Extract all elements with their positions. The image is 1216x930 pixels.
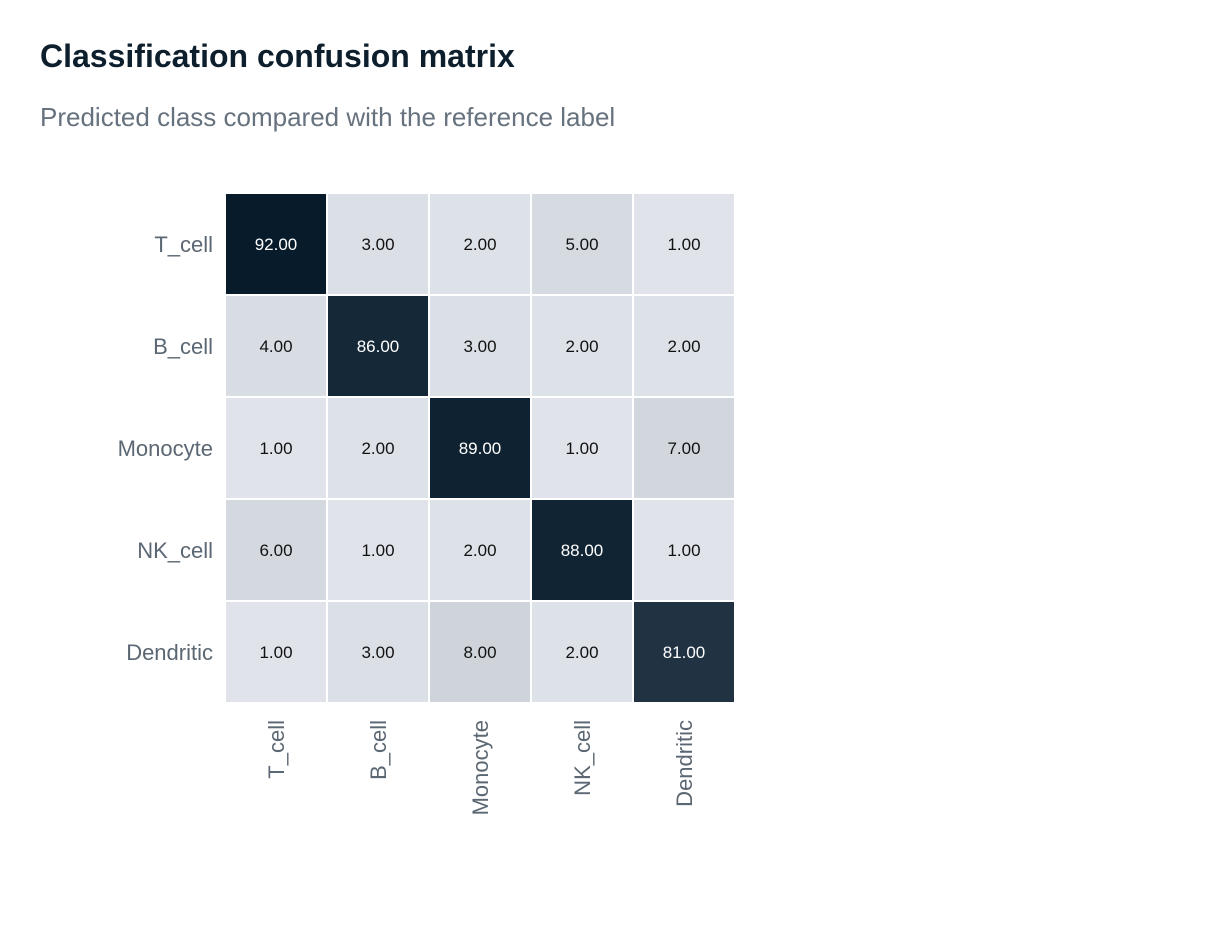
cell-value-label: 88.00: [561, 541, 604, 560]
cell-value-label: 7.00: [667, 439, 700, 458]
heatmap-cell: [532, 602, 632, 702]
cell-value-label: 8.00: [463, 643, 496, 662]
cell-value-label: 3.00: [361, 643, 394, 662]
column-tick-label: Dendritic: [672, 720, 697, 807]
heatmap-cell: [430, 194, 530, 294]
cell-value-label: 3.00: [361, 235, 394, 254]
cell-value-label: 2.00: [463, 541, 496, 560]
row-tick-label: Monocyte: [118, 436, 213, 461]
heatmap-cell: [634, 398, 734, 498]
heatmap-cell: [430, 296, 530, 396]
cell-value-label: 92.00: [255, 235, 298, 254]
cell-value-label: 1.00: [361, 541, 394, 560]
cell-value-label: 2.00: [667, 337, 700, 356]
chart-subtitle: Predicted class compared with the refere…: [40, 102, 616, 132]
cell-value-label: 2.00: [463, 235, 496, 254]
heatmap-cell: [430, 500, 530, 600]
row-tick-label: T_cell: [154, 232, 213, 257]
chart-title: Classification confusion matrix: [40, 38, 515, 74]
heatmap-cell: [328, 500, 428, 600]
heatmap-cell: [226, 602, 326, 702]
heatmap-cell: [634, 602, 734, 702]
heatmap-cell: [328, 296, 428, 396]
cell-value-label: 6.00: [259, 541, 292, 560]
column-tick-label: T_cell: [264, 720, 289, 779]
heatmap-cell: [226, 500, 326, 600]
cell-value-label: 2.00: [565, 643, 598, 662]
cell-value-label: 1.00: [565, 439, 598, 458]
row-tick-label: Dendritic: [126, 640, 213, 665]
heatmap-cell: [532, 296, 632, 396]
heatmap-cell: [532, 398, 632, 498]
cell-value-label: 81.00: [663, 643, 706, 662]
heatmap-cell: [226, 194, 326, 294]
row-tick-label: B_cell: [153, 334, 213, 359]
cell-value-label: 2.00: [565, 337, 598, 356]
heatmap-cell: [226, 296, 326, 396]
cell-value-label: 4.00: [259, 337, 292, 356]
row-tick-label: NK_cell: [137, 538, 213, 563]
heatmap-cell: [328, 602, 428, 702]
cell-value-label: 1.00: [259, 643, 292, 662]
cell-value-label: 86.00: [357, 337, 400, 356]
cell-value-label: 89.00: [459, 439, 502, 458]
heatmap-cell: [430, 398, 530, 498]
heatmap-cell: [634, 500, 734, 600]
heatmap-cell: [532, 194, 632, 294]
column-tick-label: Monocyte: [468, 720, 493, 815]
column-tick-label: B_cell: [366, 720, 391, 780]
heatmap-cell: [430, 602, 530, 702]
heatmap-cell: [634, 194, 734, 294]
heatmap-cell: [532, 500, 632, 600]
cell-value-label: 3.00: [463, 337, 496, 356]
heatmap-cell: [328, 398, 428, 498]
column-tick-label: NK_cell: [570, 720, 595, 796]
cell-value-label: 1.00: [259, 439, 292, 458]
cell-value-label: 1.00: [667, 541, 700, 560]
heatmap-cell: [328, 194, 428, 294]
heatmap-cell: [634, 296, 734, 396]
cell-value-label: 5.00: [565, 235, 598, 254]
heatmap-cell: [226, 398, 326, 498]
cell-value-label: 1.00: [667, 235, 700, 254]
cell-value-label: 2.00: [361, 439, 394, 458]
